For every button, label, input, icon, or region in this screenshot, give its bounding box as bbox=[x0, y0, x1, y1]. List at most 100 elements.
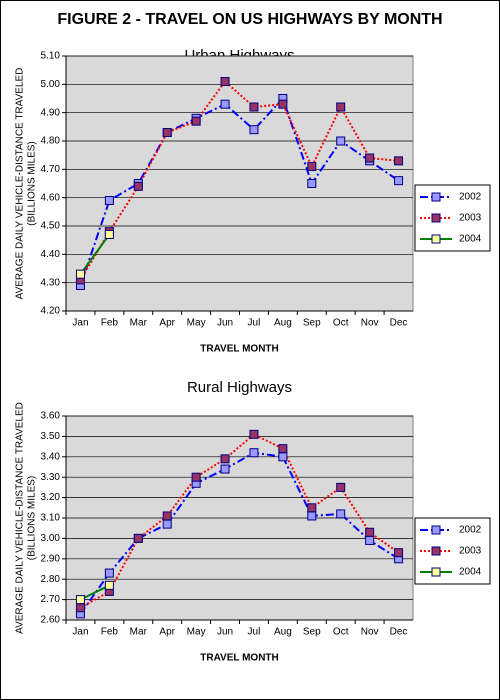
legend-label: 2004 bbox=[459, 567, 482, 578]
y-tick-label: 4.20 bbox=[41, 306, 61, 317]
x-tick-label: May bbox=[187, 318, 206, 329]
x-tick-label: Jun bbox=[217, 318, 233, 329]
legend-marker bbox=[431, 192, 441, 202]
x-tick-label: Oct bbox=[333, 627, 349, 638]
y-axis-label: (BILLIONS MILES) bbox=[27, 476, 38, 560]
legend-label: 2003 bbox=[459, 546, 482, 557]
x-tick-label: Dec bbox=[390, 318, 408, 329]
point-marker bbox=[336, 509, 346, 519]
legend-label: 2002 bbox=[459, 525, 482, 536]
legend-marker bbox=[431, 546, 441, 556]
x-tick-label: Apr bbox=[159, 627, 175, 638]
x-tick-label: Jan bbox=[72, 318, 88, 329]
legend-label: 2002 bbox=[459, 192, 482, 203]
y-tick-label: 3.30 bbox=[41, 472, 61, 483]
y-tick-label: 2.90 bbox=[41, 553, 61, 564]
point-marker bbox=[104, 580, 114, 590]
y-tick-label: 3.40 bbox=[41, 451, 61, 462]
y-tick-label: 3.00 bbox=[41, 533, 61, 544]
chart-title: Rural Highways bbox=[187, 379, 292, 396]
x-tick-label: Aug bbox=[274, 627, 292, 638]
y-tick-label: 3.10 bbox=[41, 513, 61, 524]
point-marker bbox=[394, 156, 404, 166]
legend-label: 2003 bbox=[459, 213, 482, 224]
y-tick-label: 4.80 bbox=[41, 136, 61, 147]
x-tick-label: Mar bbox=[130, 318, 148, 329]
x-tick-label: Feb bbox=[101, 318, 119, 329]
series-line bbox=[79, 233, 111, 275]
plot-area bbox=[65, 55, 414, 312]
point-marker bbox=[220, 464, 230, 474]
series-line bbox=[79, 451, 400, 615]
point-marker bbox=[278, 444, 288, 454]
legend-marker bbox=[431, 234, 441, 244]
legend-marker bbox=[431, 213, 441, 223]
point-marker bbox=[394, 176, 404, 186]
y-tick-label: 4.50 bbox=[41, 221, 61, 232]
x-tick-label: Jan bbox=[72, 627, 88, 638]
point-marker bbox=[191, 116, 201, 126]
y-tick-label: 4.60 bbox=[41, 192, 61, 203]
point-marker bbox=[336, 136, 346, 146]
y-tick-label: 5.00 bbox=[41, 79, 61, 90]
point-marker bbox=[249, 429, 259, 439]
x-tick-label: Sep bbox=[303, 318, 321, 329]
series-line bbox=[79, 433, 400, 609]
point-marker bbox=[307, 162, 317, 171]
point-marker bbox=[278, 99, 288, 109]
point-marker bbox=[133, 181, 143, 191]
y-axis-label: AVERAGE DAILY VEHICLE-DISTANCE TRAVELED bbox=[15, 402, 26, 634]
y-tick-label: 4.40 bbox=[41, 249, 61, 260]
legend-marker bbox=[431, 567, 441, 577]
x-tick-label: Feb bbox=[101, 627, 119, 638]
point-marker bbox=[365, 527, 375, 537]
y-tick-label: 3.60 bbox=[41, 411, 61, 422]
point-marker bbox=[75, 603, 85, 613]
y-tick-label: 4.30 bbox=[41, 277, 61, 288]
x-tick-label: Nov bbox=[361, 627, 379, 638]
point-marker bbox=[249, 102, 259, 112]
point-marker bbox=[104, 568, 114, 578]
point-marker bbox=[162, 128, 172, 137]
point-marker bbox=[278, 452, 288, 462]
point-marker bbox=[365, 535, 375, 545]
figure-title: FIGURE 2 - TRAVEL ON US HIGHWAYS BY MONT… bbox=[57, 11, 442, 28]
y-tick-label: 4.90 bbox=[41, 107, 61, 118]
point-marker bbox=[162, 519, 172, 529]
x-tick-label: Mar bbox=[130, 627, 148, 638]
x-tick-label: Nov bbox=[361, 318, 379, 329]
x-tick-label: Jul bbox=[248, 627, 261, 638]
y-tick-label: 5.10 bbox=[41, 51, 61, 62]
point-marker bbox=[104, 196, 114, 205]
point-marker bbox=[365, 153, 375, 163]
y-tick-label: 3.20 bbox=[41, 492, 61, 503]
x-tick-label: Jun bbox=[217, 627, 233, 638]
point-marker bbox=[75, 595, 85, 605]
point-marker bbox=[220, 77, 230, 86]
y-tick-label: 2.80 bbox=[41, 574, 61, 585]
point-marker bbox=[249, 125, 259, 135]
x-axis-label: TRAVEL MONTH bbox=[200, 653, 279, 664]
x-tick-label: Apr bbox=[159, 318, 175, 329]
point-marker bbox=[307, 503, 317, 513]
series-line bbox=[80, 584, 110, 601]
point-marker bbox=[162, 511, 172, 521]
point-marker bbox=[104, 230, 114, 239]
point-marker bbox=[75, 269, 85, 279]
point-marker bbox=[133, 533, 143, 543]
point-marker bbox=[191, 472, 201, 482]
x-tick-label: Dec bbox=[390, 627, 408, 638]
x-tick-label: Oct bbox=[333, 318, 349, 329]
point-marker bbox=[249, 448, 259, 458]
y-tick-label: 2.60 bbox=[41, 615, 61, 626]
y-axis-label: (BILLIONS MILES) bbox=[27, 141, 38, 225]
legend-label: 2004 bbox=[459, 234, 482, 245]
point-marker bbox=[394, 548, 404, 558]
series-line bbox=[79, 80, 399, 281]
point-marker bbox=[220, 454, 230, 464]
x-tick-label: Jul bbox=[248, 318, 261, 329]
x-tick-label: Sep bbox=[303, 627, 321, 638]
x-tick-label: Aug bbox=[274, 318, 292, 329]
y-axis-label: AVERAGE DAILY VEHICLE-DISTANCE TRAVELED bbox=[15, 68, 26, 300]
